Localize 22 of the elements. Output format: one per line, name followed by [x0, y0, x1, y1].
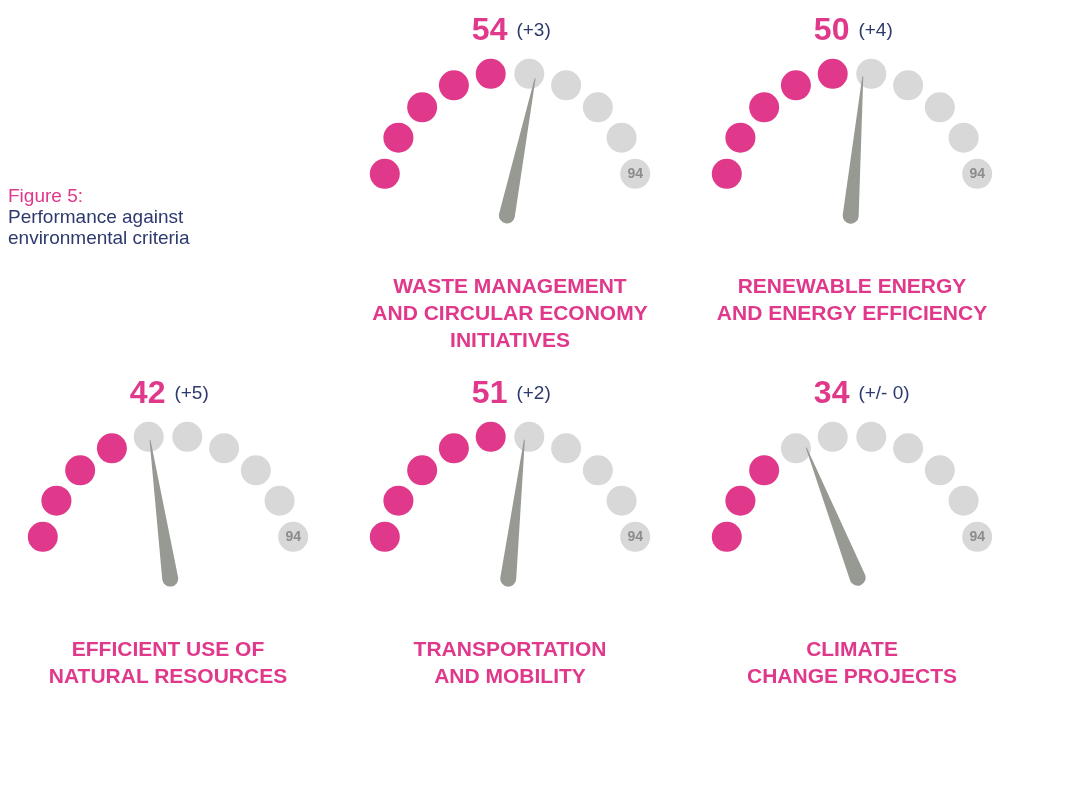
text: WASTE MANAGEMENT AND CIRCULAR ECONOMY INITIATIVES — [372, 274, 648, 351]
text: 94 — [969, 164, 986, 181]
text: (+5) — [174, 381, 209, 403]
text: EFFICIENT USE OF NATURAL RESOURCES — [48, 637, 288, 687]
data-label: 34 — [813, 373, 850, 410]
text: Figure 5: — [8, 185, 83, 206]
text: (+2) — [516, 381, 551, 403]
data-label: 54 — [471, 10, 508, 47]
text: CLIMATE CHANGE PROJECTS — [746, 637, 958, 687]
text: RENEWABLE ENERGY AND ENERGY EFFICIENCY — [716, 274, 988, 324]
text: 94 — [627, 164, 644, 181]
text: TRANSPORTATION AND MOBILITY — [413, 637, 607, 687]
data-label: 50 — [813, 10, 850, 47]
text: 94 — [969, 527, 986, 544]
data-label: 42 — [129, 373, 166, 410]
data-label: 51 — [471, 373, 508, 410]
text: 94 — [627, 527, 644, 544]
text: (+3) — [516, 18, 551, 40]
text: Performance against environmental criteria — [8, 206, 191, 248]
text: 94 — [285, 527, 302, 544]
text: (+4) — [858, 18, 893, 40]
text: (+/- 0) — [858, 381, 910, 403]
